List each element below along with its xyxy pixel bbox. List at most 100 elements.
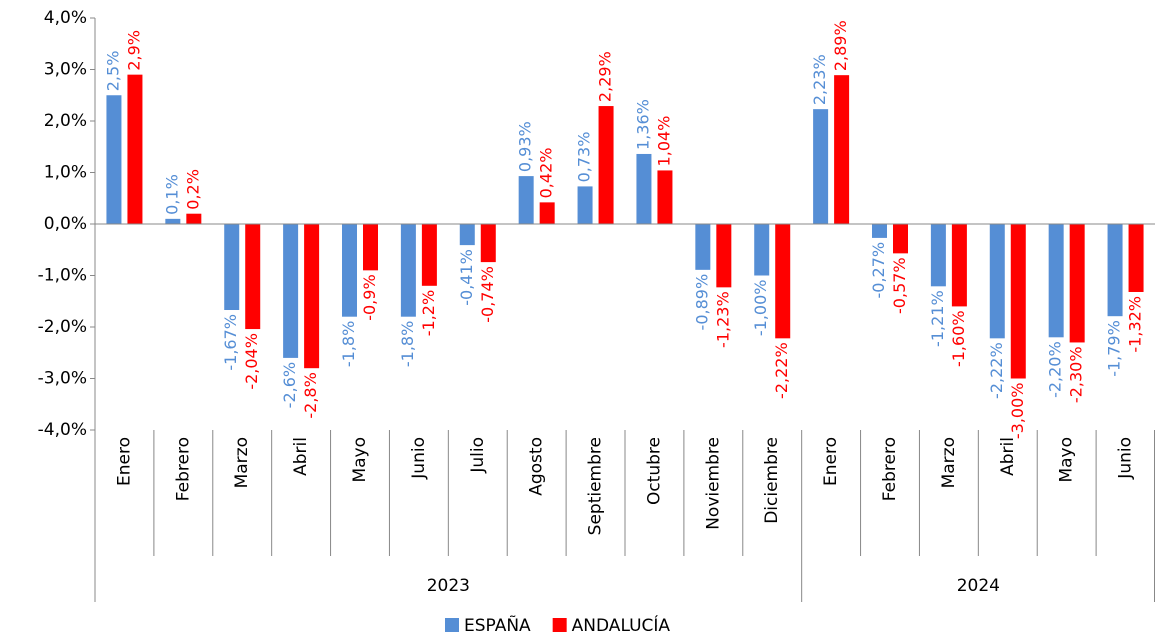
bar [893,224,908,254]
value-label: -0,74% [478,266,497,323]
bar [598,106,614,224]
value-label: -1,32% [1126,296,1145,353]
value-label: 2,9% [124,30,143,71]
x-tick-label: Marzo [232,437,252,488]
value-label: -2,30% [1067,346,1086,403]
bar [1069,224,1085,343]
bar [304,224,320,369]
value-label: -1,8% [339,321,358,367]
bar [775,224,791,339]
value-label: 0,1% [162,174,181,215]
y-tick-label: 2,0% [44,111,87,131]
x-tick-label: Octubre [644,437,664,505]
bar [754,224,770,276]
bar [459,224,475,246]
value-label: -2,04% [242,333,261,390]
y-tick-label: -1,0% [38,266,87,286]
y-tick-label: 1,0% [44,163,87,183]
y-tick-label: 0,0% [44,214,87,234]
value-label: -2,22% [772,342,791,399]
value-label: -0,41% [457,249,476,306]
legend-swatch [445,618,459,632]
x-tick-label: Agosto [527,437,547,496]
x-tick-label: Marzo [939,437,959,488]
bar [165,218,181,224]
bar [657,170,673,224]
bar [283,224,299,358]
x-tick-label: Septiembre [586,437,606,535]
bar [577,186,593,224]
x-tick-label: Diciembre [762,437,782,524]
value-label: -3,00% [1008,383,1027,440]
bar [363,224,378,271]
bar [127,74,143,225]
value-label: 1,36% [633,99,652,150]
x-tick-label: Junio [409,437,429,480]
y-tick-label: 4,0% [44,8,87,28]
value-label: 0,2% [183,169,202,210]
bar [421,224,437,286]
value-label: -0,89% [692,274,711,331]
bar [186,213,202,224]
value-label: 2,5% [103,51,122,92]
value-label: 1,04% [654,116,673,167]
bar [1107,224,1123,317]
y-tick-label: 3,0% [44,60,87,80]
value-label: -1,23% [713,291,732,348]
bar [930,224,946,287]
x-tick-label: Febrero [173,437,193,501]
legend-swatch [552,618,567,632]
bar [106,95,122,224]
value-label: -1,67% [221,314,240,371]
bar [872,224,887,238]
x-tick-label: Enero [114,437,134,486]
y-tick-label: -2,0% [38,317,87,337]
bar [716,224,732,288]
bar [1128,224,1144,292]
bar [951,224,967,307]
value-label: 2,89% [831,20,850,71]
value-label: -1,00% [751,280,770,337]
value-label: -2,8% [301,372,320,418]
bar [813,109,829,224]
value-label: -2,6% [280,362,299,408]
value-label: 2,29% [596,51,615,102]
bar [695,224,711,270]
x-tick-label: Mayo [350,437,370,483]
value-label: -0,57% [890,257,909,314]
x-tick-label: Enero [821,437,841,486]
bar [342,224,357,317]
value-label: -1,79% [1105,320,1124,377]
value-label: -1,60% [949,310,968,367]
group-label: 2023 [427,576,470,596]
x-tick-label: Julio [468,437,488,474]
group-label: 2024 [957,576,1000,596]
x-tick-label: Junio [1116,437,1136,480]
bar [480,224,496,263]
value-label: -1,21% [928,290,947,347]
value-label: 0,93% [516,121,535,172]
bar [834,75,850,224]
x-tick-label: Febrero [880,437,900,501]
value-label: 0,73% [575,132,594,183]
bar [989,224,1005,339]
value-label: 0,42% [537,148,556,199]
value-label: 2,23% [810,54,829,105]
value-label: -0,9% [360,274,379,320]
y-tick-label: -3,0% [38,369,87,389]
bar [518,176,534,224]
x-tick-label: Abril [291,437,311,476]
x-tick-label: Mayo [1057,437,1077,483]
legend-label: ESPAÑA [464,614,531,636]
y-tick-label: -4,0% [38,420,87,440]
bar [400,224,416,317]
bar [224,224,240,311]
x-tick-label: Noviembre [703,437,723,530]
value-label: -0,27% [869,242,888,299]
x-tick-label: Abril [998,437,1018,476]
bar [1010,224,1026,379]
bar [539,202,555,224]
bar [245,224,261,330]
value-label: -2,20% [1046,341,1065,398]
